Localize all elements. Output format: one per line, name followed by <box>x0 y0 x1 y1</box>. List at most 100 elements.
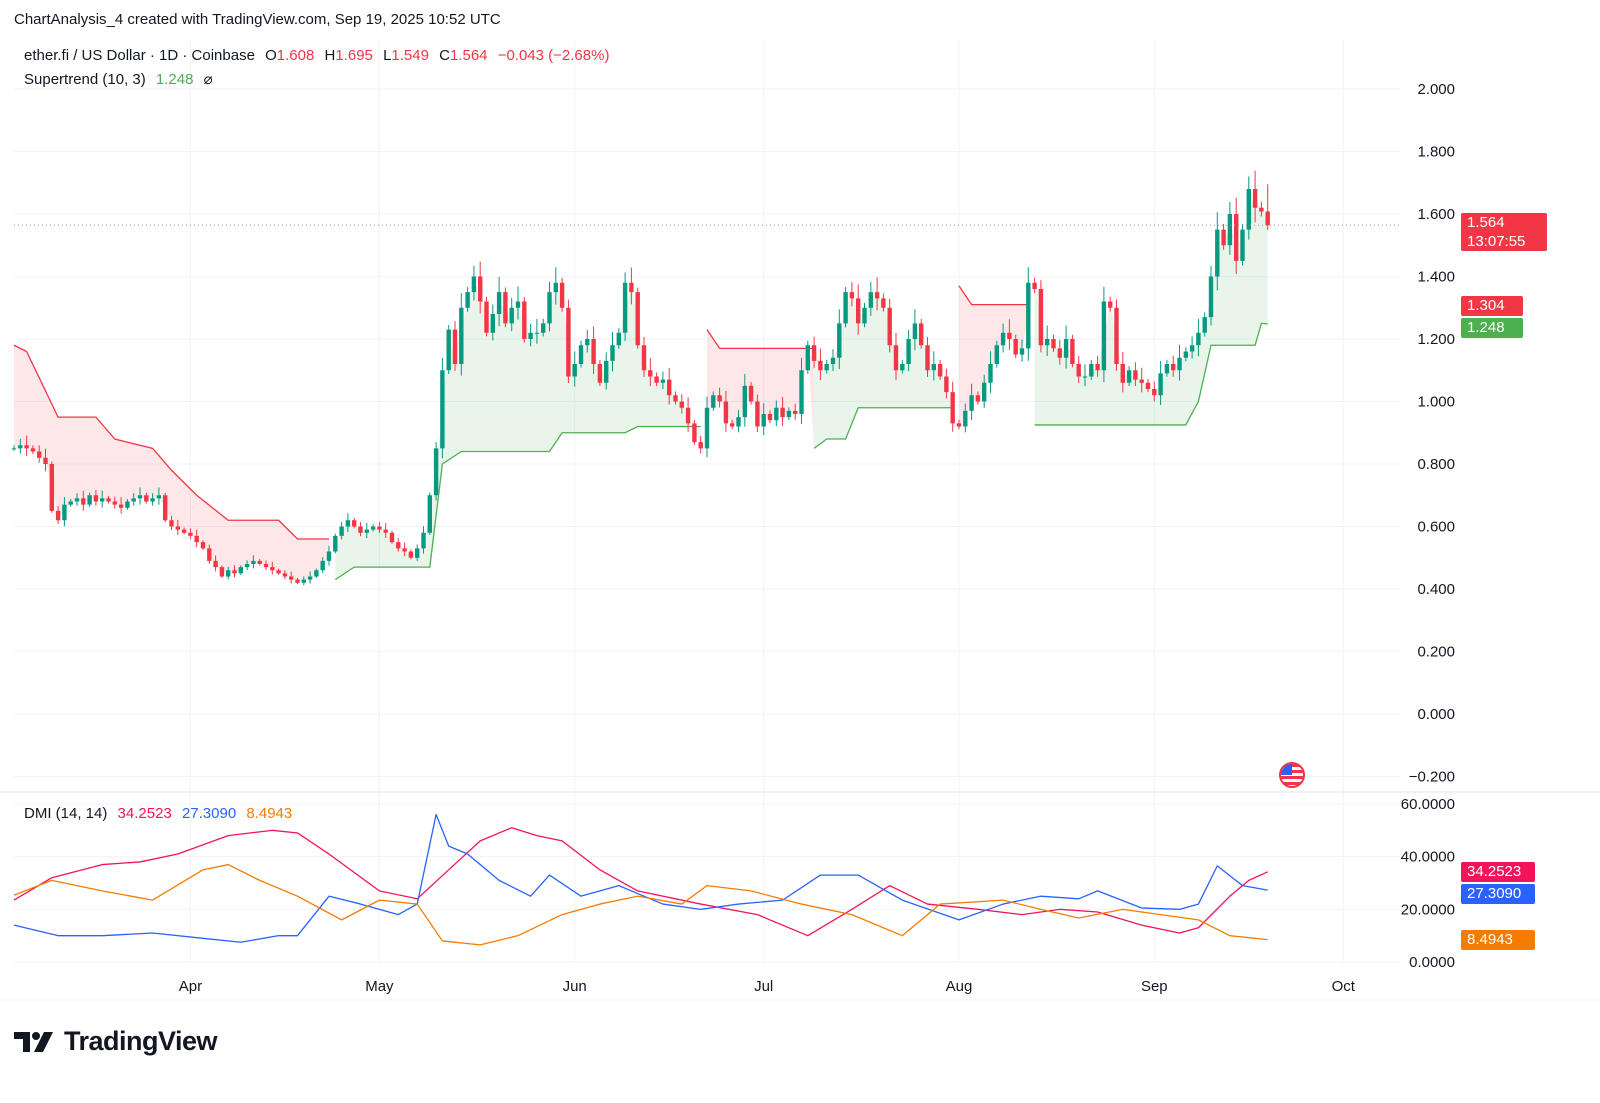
candle-down <box>118 504 124 508</box>
candle-down <box>667 379 672 396</box>
candle-up <box>761 414 766 427</box>
supertrend-up-tag: 1.248 <box>1461 318 1523 338</box>
supertrend-fill-down <box>707 329 815 449</box>
candle-down <box>1038 289 1044 346</box>
dmi-axis-label: 20.0000 <box>1401 901 1455 918</box>
candle-up <box>465 292 470 308</box>
candle-up <box>1208 276 1214 318</box>
candle-up <box>1177 357 1182 371</box>
candle-up <box>490 314 495 333</box>
candle-down <box>755 401 760 427</box>
candle-down <box>257 560 262 564</box>
tradingview-logo: TradingView <box>14 1026 218 1057</box>
candle-up <box>1202 317 1207 333</box>
candle-down <box>408 551 414 558</box>
candle-up <box>610 345 615 361</box>
supertrend-fill-down <box>959 285 1029 425</box>
candle-down <box>780 407 785 418</box>
candle-up <box>1019 348 1025 355</box>
candle-up <box>471 276 477 293</box>
candle-down <box>1234 214 1239 261</box>
candle-up <box>969 395 974 411</box>
candle-up <box>370 526 376 530</box>
candle-up <box>711 395 716 408</box>
candle-up <box>515 301 521 308</box>
candle-up <box>131 498 136 502</box>
candle-down <box>1051 339 1056 349</box>
bar-countdown: 13:07:55 <box>1467 233 1526 250</box>
candle-down <box>24 445 29 449</box>
us-flag-icon[interactable] <box>1279 762 1305 788</box>
candle-up <box>251 560 256 564</box>
candle-up <box>1089 364 1094 377</box>
time-axis-label: Sep <box>1141 978 1168 995</box>
candle-up <box>1063 339 1069 358</box>
candle-up <box>963 410 968 427</box>
candle-down <box>635 292 640 346</box>
candle-up <box>1045 339 1050 346</box>
dmi-axis-label: 0.0000 <box>1409 954 1455 971</box>
candle-down <box>566 307 571 377</box>
candle-down <box>396 542 401 549</box>
candle-down <box>748 385 754 402</box>
price-axis-label: 0.000 <box>1417 706 1455 723</box>
candle-down <box>522 301 527 339</box>
source-icon[interactable]: ⌀ <box>203 71 213 88</box>
candle-down <box>144 495 149 502</box>
candle-down <box>503 292 508 324</box>
candle-down <box>956 423 962 427</box>
supertrend-legend[interactable]: Supertrend (10, 3) 1.248 ⌀ <box>24 70 213 88</box>
candle-down <box>358 526 363 533</box>
candle-down <box>925 345 930 371</box>
candle-up <box>459 307 464 364</box>
candle-up <box>994 345 999 364</box>
candle-down <box>975 395 981 402</box>
candle-up <box>137 495 143 499</box>
candle-down <box>1221 229 1226 246</box>
candle-up <box>427 495 432 533</box>
candle-down <box>673 395 678 402</box>
price-axis-label: 1.200 <box>1417 331 1455 348</box>
price-axis-label: 0.800 <box>1417 456 1455 473</box>
supertrend-down-tag: 1.304 <box>1461 296 1523 316</box>
candle-down <box>629 282 634 293</box>
candle-up <box>238 567 243 574</box>
time-axis-label: Jun <box>563 978 587 995</box>
candle-up <box>900 364 905 371</box>
candle-up <box>433 448 439 496</box>
candle-down <box>919 323 924 346</box>
candle-down <box>559 282 565 308</box>
candle-down <box>49 464 54 511</box>
candle-down <box>1252 189 1258 208</box>
candle-up <box>982 382 987 402</box>
candle-down <box>856 298 861 324</box>
candle-down <box>352 520 357 527</box>
candle-down <box>591 339 596 364</box>
dmi-lines <box>13 813 1268 946</box>
price-axis-label: 1.000 <box>1417 394 1455 411</box>
candle-up <box>805 345 810 371</box>
candle-up <box>333 535 338 552</box>
candle-down <box>1145 382 1151 389</box>
symbol-legend: ether.fi / US Dollar · 1D · Coinbase O1.… <box>24 47 609 64</box>
candle-down <box>43 457 48 464</box>
supertrend-fill <box>14 198 1268 582</box>
candle-up <box>906 339 911 364</box>
candle-up <box>1183 351 1188 358</box>
supertrend-line <box>13 285 1268 581</box>
candle-up <box>100 498 105 502</box>
candle-down <box>200 542 206 549</box>
candle-down <box>1120 364 1125 383</box>
candle-up <box>1026 282 1031 349</box>
dmi-legend[interactable]: DMI (14, 14) 34.2523 27.3090 8.4943 <box>24 805 292 822</box>
supertrend-value: 1.248 <box>155 71 194 88</box>
candle-down <box>93 495 99 502</box>
candle-up <box>11 448 17 450</box>
high-value: 1.695 <box>335 47 373 64</box>
candle-up <box>868 292 873 308</box>
candle-down <box>194 535 199 543</box>
candle-up <box>125 501 130 508</box>
plus-di-value: 27.3090 <box>181 805 237 822</box>
candle-up <box>421 532 426 549</box>
